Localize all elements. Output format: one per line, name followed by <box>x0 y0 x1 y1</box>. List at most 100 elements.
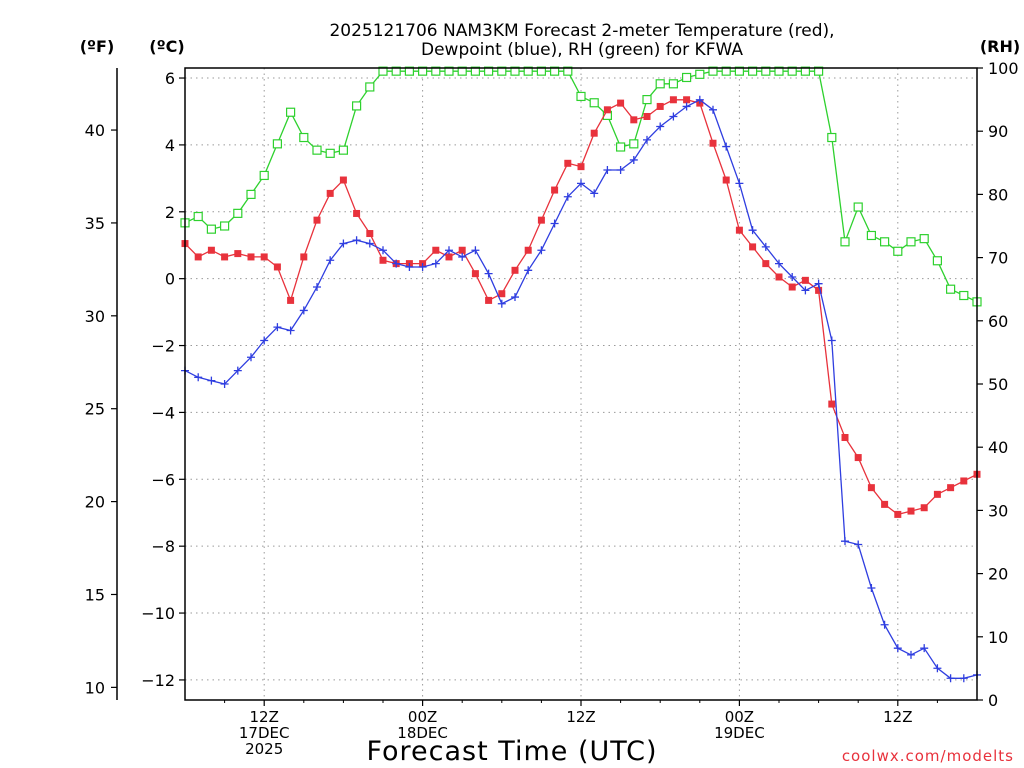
dewpoint-point <box>207 376 216 385</box>
dewpoint-point <box>273 323 282 332</box>
watermark: coolwx.com/modelts <box>842 747 1014 765</box>
rh-point <box>800 66 811 76</box>
celsius-unit-label: (ºC) <box>149 37 184 56</box>
rh-point <box>404 66 414 76</box>
dewpoint-point <box>827 336 836 345</box>
dewpoint-point <box>326 256 335 265</box>
dewpoint-point <box>656 122 665 131</box>
series-layer <box>180 66 982 683</box>
temperature-point <box>722 176 730 184</box>
dewpoint-point <box>603 165 612 174</box>
temperature-point <box>313 216 321 224</box>
rh-point <box>299 132 309 143</box>
rh-point <box>523 66 533 76</box>
celsius-tick-label: −6 <box>151 470 175 489</box>
rh-point <box>206 224 216 234</box>
rh-point <box>220 221 230 231</box>
temperature-point <box>801 276 809 284</box>
temperature-point <box>669 96 677 104</box>
dewpoint-point <box>814 279 823 288</box>
rh-point <box>272 139 282 149</box>
rh-point <box>774 66 784 76</box>
temperature-point <box>260 253 268 261</box>
temperature-point <box>920 504 928 512</box>
fahrenheit-tick-label: 25 <box>85 400 105 419</box>
rh-point <box>681 72 692 83</box>
rh-unit-label: (RH) <box>980 37 1020 56</box>
temperature-point <box>656 102 664 110</box>
rh-tick-label: 30 <box>988 501 1008 520</box>
rh-point <box>919 234 929 244</box>
temperature-point <box>247 253 255 261</box>
rh-tick-label: 90 <box>988 122 1008 141</box>
dewpoint-point <box>365 239 374 248</box>
fahrenheit-tick-label: 40 <box>85 121 105 140</box>
rh-tick-label: 0 <box>988 691 998 710</box>
temperature-point <box>867 484 875 492</box>
temperature-point <box>617 99 625 107</box>
dewpoint-point <box>709 105 717 114</box>
rh-tick-label: 80 <box>988 185 1008 204</box>
dewpoint-point <box>893 644 902 653</box>
x-tick-label: 12Z <box>883 708 912 726</box>
grid-lines <box>185 68 977 700</box>
rh-point <box>629 139 639 149</box>
fahrenheit-tick-label: 35 <box>85 214 105 233</box>
rh-tick-label: 70 <box>988 249 1008 268</box>
rh-point <box>761 66 771 76</box>
temperature-point <box>683 96 691 104</box>
temperature-point <box>379 256 387 264</box>
temperature-point <box>564 159 572 167</box>
celsius-tick-label: −4 <box>151 403 175 422</box>
celsius-tick-label: 0 <box>165 270 175 289</box>
rh-point <box>695 69 705 79</box>
temperature-point <box>221 253 229 261</box>
dewpoint-point <box>682 102 691 111</box>
x-tick-label: 12Z <box>566 708 595 726</box>
rh-point <box>470 66 480 76</box>
temperature-point <box>630 116 638 124</box>
rh-point <box>945 284 956 294</box>
celsius-tick-label: 2 <box>165 203 175 222</box>
temperature-point <box>590 129 598 137</box>
rh-point <box>325 148 335 158</box>
rh-point <box>827 132 837 143</box>
rh-point <box>391 66 401 76</box>
temperature-point <box>194 253 202 261</box>
temperature-point <box>339 176 347 184</box>
rh-point <box>893 246 903 256</box>
dewpoint-point <box>788 272 797 281</box>
dewpoint-point <box>695 95 704 104</box>
dewpoint-point <box>933 664 942 673</box>
celsius-tick-label: −10 <box>141 604 175 623</box>
rh-point <box>721 66 731 76</box>
x-tick-label: 17DEC <box>239 724 290 742</box>
rh-point <box>549 66 560 76</box>
rh-point <box>932 256 943 266</box>
dewpoint-point <box>537 246 546 255</box>
rh-point <box>286 107 296 117</box>
rh-point <box>193 211 203 222</box>
rh-point <box>668 79 679 89</box>
rh-point <box>853 202 863 212</box>
dewpoint-point <box>801 286 810 295</box>
temperature-point <box>551 186 559 194</box>
rh-point <box>589 98 599 108</box>
temperature-point <box>485 296 493 304</box>
dewpoint-point <box>392 259 401 268</box>
rh-point <box>906 237 916 247</box>
dewpoint-point <box>867 583 876 592</box>
temperature-point <box>841 434 849 442</box>
dewpoint-point <box>920 644 929 653</box>
temperature-point <box>788 283 796 291</box>
dewpoint-point <box>233 366 242 375</box>
chart-title-line-2: Dewpoint (blue), RH (green) for KFWA <box>421 40 743 60</box>
temperature-point <box>498 290 506 298</box>
rh-point <box>959 290 969 301</box>
dewpoint-point <box>775 259 783 268</box>
rh-point <box>866 230 877 241</box>
temperature-point <box>471 270 479 278</box>
dewpoint-point <box>445 246 453 255</box>
rh-tick-label: 60 <box>988 312 1008 331</box>
temperature-point <box>537 216 545 224</box>
